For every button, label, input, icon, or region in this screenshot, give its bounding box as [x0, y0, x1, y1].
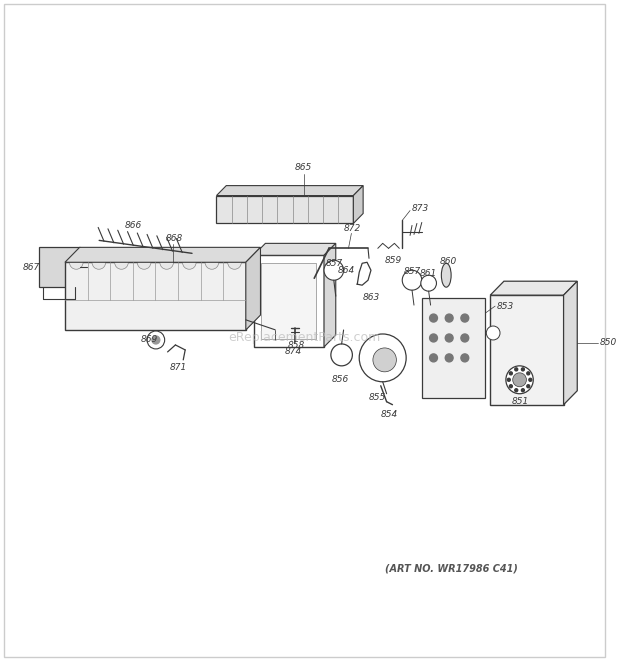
- Circle shape: [402, 270, 422, 290]
- Text: 864: 864: [338, 266, 355, 275]
- Circle shape: [228, 255, 241, 269]
- Text: 858: 858: [288, 342, 305, 350]
- Polygon shape: [216, 186, 363, 196]
- Circle shape: [521, 389, 525, 392]
- Text: 851: 851: [512, 397, 529, 407]
- Circle shape: [359, 334, 406, 382]
- Text: 857: 857: [326, 259, 343, 268]
- Bar: [262, 263, 316, 339]
- Text: 871: 871: [169, 364, 187, 372]
- Circle shape: [69, 255, 83, 269]
- Polygon shape: [564, 281, 577, 405]
- Text: 861: 861: [420, 269, 437, 278]
- Bar: [254, 255, 324, 347]
- Circle shape: [510, 385, 512, 388]
- Circle shape: [529, 378, 532, 381]
- Circle shape: [373, 348, 396, 372]
- Circle shape: [513, 373, 526, 387]
- Polygon shape: [246, 247, 260, 330]
- Circle shape: [430, 314, 438, 322]
- Circle shape: [510, 372, 512, 375]
- Text: 860: 860: [440, 256, 457, 266]
- Circle shape: [461, 334, 469, 342]
- Circle shape: [507, 378, 510, 381]
- Circle shape: [445, 334, 453, 342]
- Circle shape: [331, 344, 352, 366]
- Text: 854: 854: [381, 410, 398, 419]
- Polygon shape: [490, 281, 577, 295]
- Bar: [38, 247, 79, 287]
- Text: 859: 859: [384, 256, 402, 265]
- Text: 863: 863: [363, 293, 381, 301]
- Text: 857: 857: [403, 267, 420, 276]
- Text: 853: 853: [497, 301, 515, 311]
- Circle shape: [182, 255, 196, 269]
- Circle shape: [291, 323, 308, 341]
- Text: 874: 874: [285, 348, 302, 356]
- Circle shape: [515, 389, 518, 392]
- Circle shape: [521, 368, 525, 371]
- Circle shape: [324, 260, 343, 280]
- Circle shape: [137, 255, 151, 269]
- Text: 873: 873: [412, 204, 429, 213]
- Text: 850: 850: [600, 338, 617, 348]
- Text: 872: 872: [343, 224, 361, 233]
- Polygon shape: [65, 247, 260, 262]
- Circle shape: [527, 385, 529, 388]
- Polygon shape: [324, 243, 336, 347]
- Text: (ART NO. WR17986 C41): (ART NO. WR17986 C41): [384, 564, 518, 574]
- Bar: [422, 298, 485, 398]
- Circle shape: [160, 255, 174, 269]
- Text: 869: 869: [140, 336, 157, 344]
- Circle shape: [430, 334, 438, 342]
- Circle shape: [421, 275, 436, 291]
- Bar: [490, 295, 564, 405]
- Text: 868: 868: [166, 234, 183, 243]
- Ellipse shape: [441, 263, 451, 287]
- Bar: [65, 262, 246, 330]
- Circle shape: [445, 314, 453, 322]
- Polygon shape: [254, 243, 336, 255]
- Circle shape: [527, 372, 529, 375]
- Circle shape: [205, 255, 219, 269]
- Circle shape: [152, 336, 160, 344]
- Circle shape: [506, 366, 533, 394]
- Circle shape: [486, 326, 500, 340]
- Circle shape: [147, 331, 165, 349]
- Circle shape: [92, 255, 105, 269]
- Circle shape: [115, 255, 128, 269]
- Text: 855: 855: [369, 393, 386, 402]
- Text: eReplacementParts.com: eReplacementParts.com: [228, 331, 381, 344]
- Circle shape: [445, 354, 453, 362]
- Circle shape: [430, 354, 438, 362]
- Circle shape: [515, 368, 518, 371]
- Text: 865: 865: [294, 163, 312, 172]
- Text: 866: 866: [125, 221, 142, 230]
- Text: 856: 856: [332, 375, 349, 384]
- Polygon shape: [353, 186, 363, 223]
- Bar: [216, 196, 353, 223]
- Text: 867: 867: [23, 263, 40, 272]
- Circle shape: [461, 354, 469, 362]
- Circle shape: [461, 314, 469, 322]
